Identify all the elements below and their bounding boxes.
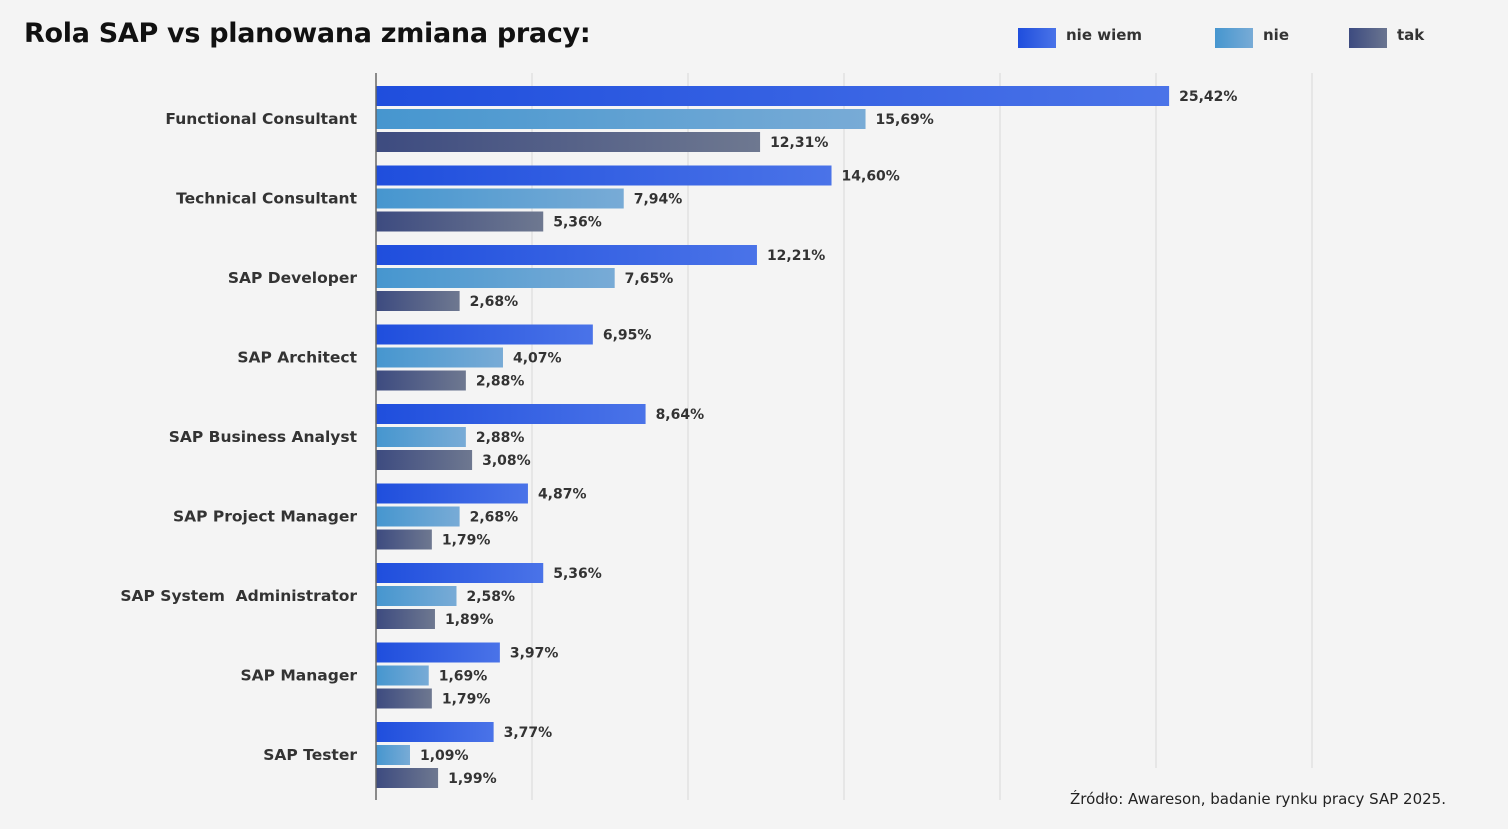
data-label-nie: 7,94%	[634, 192, 683, 208]
data-label-tak: 1,79%	[442, 692, 491, 708]
bar-tak	[376, 609, 435, 629]
bar-tak	[376, 370, 466, 391]
data-label-nie-wiem: 14,60%	[842, 169, 900, 185]
category-label: SAP Developer	[228, 269, 357, 287]
data-label-tak: 1,99%	[448, 771, 497, 787]
data-label-nie-wiem: 3,97%	[510, 646, 559, 662]
data-label-nie: 15,69%	[876, 112, 934, 128]
data-label-tak: 2,88%	[476, 374, 525, 390]
data-label-tak: 12,31%	[770, 135, 828, 151]
legend-label-tak: tak	[1397, 26, 1425, 44]
data-label-nie: 2,68%	[470, 510, 519, 526]
bar-nie-wiem	[376, 563, 544, 583]
data-label-nie: 1,09%	[420, 748, 469, 764]
category-label: Functional Consultant	[165, 110, 357, 128]
bar-nie-wiem	[376, 483, 528, 504]
category-label: SAP Project Manager	[173, 508, 357, 526]
bar-tak	[376, 688, 432, 709]
data-label-nie-wiem: 6,95%	[603, 328, 652, 344]
category-label: SAP Tester	[263, 746, 357, 764]
data-label-nie-wiem: 12,21%	[767, 248, 825, 264]
bars	[376, 86, 1170, 788]
bar-nie	[376, 427, 466, 447]
bar-nie-wiem	[376, 324, 593, 345]
bar-tak	[376, 211, 544, 232]
data-label-nie: 7,65%	[625, 271, 674, 287]
legend-swatch-nie-wiem	[1018, 28, 1056, 48]
bar-nie-wiem	[376, 642, 500, 663]
bar-nie	[376, 109, 866, 129]
data-label-nie-wiem: 5,36%	[553, 566, 602, 582]
bar-nie	[376, 268, 615, 288]
legend-label-nie: nie	[1263, 26, 1289, 44]
bar-nie-wiem	[376, 165, 832, 186]
bar-nie	[376, 665, 429, 686]
data-label-nie: 2,88%	[476, 430, 525, 446]
bar-nie-wiem	[376, 86, 1170, 106]
category-label: SAP Business Analyst	[169, 428, 358, 446]
bar-nie	[376, 586, 457, 606]
bar-nie-wiem	[376, 404, 646, 424]
category-label: Technical Consultant	[176, 190, 357, 208]
bar-tak	[376, 450, 473, 470]
bar-tak	[376, 768, 439, 788]
legend-swatch-tak	[1349, 28, 1387, 48]
bar-tak	[376, 132, 761, 152]
bar-nie	[376, 745, 411, 765]
bar-nie	[376, 188, 624, 209]
data-label-nie-wiem: 8,64%	[656, 407, 705, 423]
data-label-tak: 1,89%	[445, 612, 494, 628]
data-label-nie: 1,69%	[439, 669, 488, 685]
category-label: SAP Manager	[240, 667, 357, 685]
data-label-tak: 5,36%	[553, 215, 602, 231]
category-labels: Functional Consultant Technical Consultan…	[120, 110, 357, 764]
legend-swatch-nie	[1215, 28, 1253, 48]
bar-nie	[376, 347, 503, 368]
data-label-tak: 2,68%	[470, 294, 519, 310]
data-label-nie: 2,58%	[466, 589, 515, 605]
category-label: SAP Architect	[237, 349, 357, 367]
data-label-tak: 3,08%	[482, 453, 531, 469]
data-label-nie-wiem: 25,42%	[1179, 89, 1237, 105]
source-note: Źródło: Awareson, badanie rynku pracy SA…	[1069, 790, 1446, 808]
category-label: SAP System Administrator	[120, 587, 357, 605]
bar-tak	[376, 291, 460, 311]
data-label-nie: 4,07%	[513, 351, 562, 367]
bar-nie-wiem	[376, 245, 757, 265]
chart-title: Rola SAP vs planowana zmiana pracy:	[24, 18, 591, 49]
data-label-nie-wiem: 4,87%	[538, 487, 587, 503]
bar-nie-wiem	[376, 722, 494, 742]
bar-tak	[376, 529, 432, 550]
legend-label-nie-wiem: nie wiem	[1066, 26, 1143, 44]
bar-nie	[376, 506, 460, 527]
data-label-tak: 1,79%	[442, 533, 491, 549]
data-label-nie-wiem: 3,77%	[504, 725, 553, 741]
value-labels: 25,42% 15,69% 12,31% 14,60% 7,94% 5,36% 12,21%…	[420, 89, 1237, 787]
